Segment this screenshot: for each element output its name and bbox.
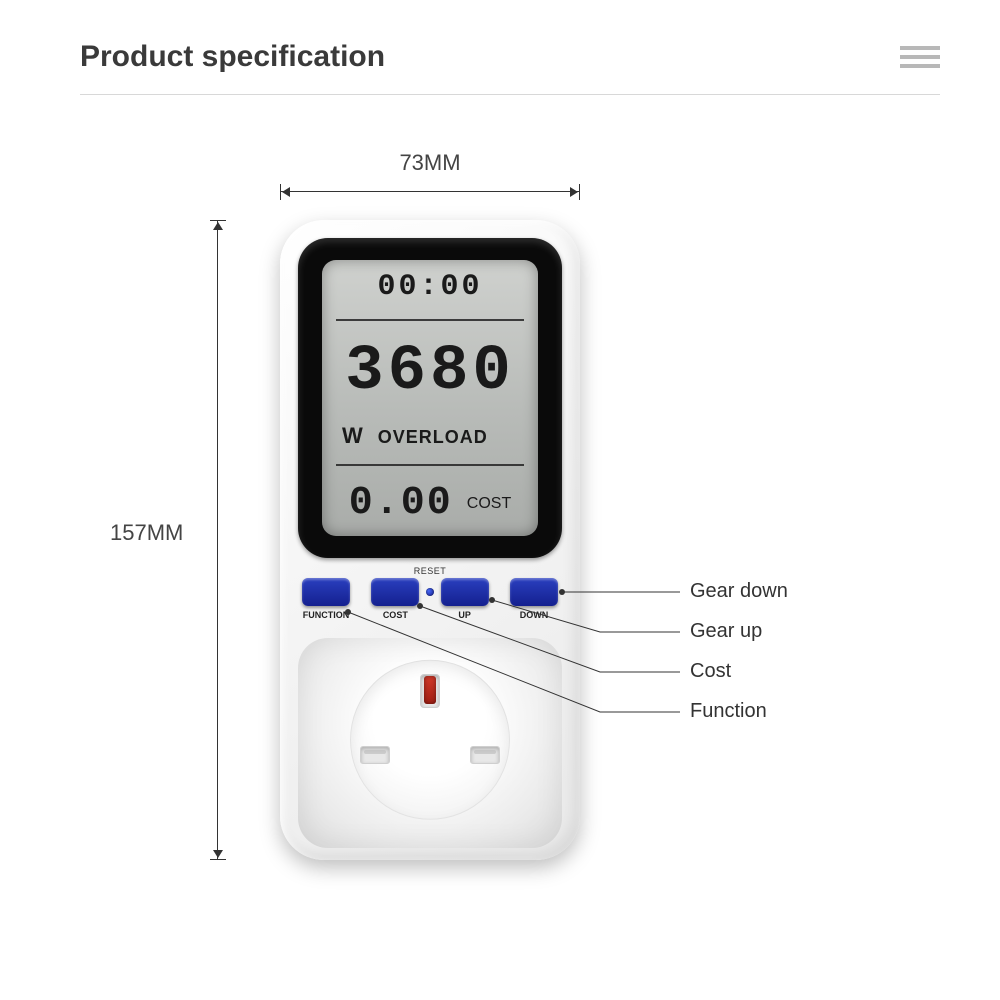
button-down-col: DOWN <box>510 578 558 620</box>
dimension-height-line <box>210 220 226 860</box>
spec-diagram: 73MM 157MM 00:00 3680 W <box>0 120 1000 980</box>
power-meter-device: 00:00 3680 W OVERLOAD 0.00 COST RESET FU… <box>280 220 580 860</box>
dimension-height: 157MM <box>130 220 226 860</box>
button-up-col: UP <box>441 578 489 620</box>
dimension-height-label: 157MM <box>110 520 183 546</box>
function-button[interactable] <box>302 578 350 606</box>
lcd-screen: 00:00 3680 W OVERLOAD 0.00 COST <box>322 260 538 536</box>
reset-label: RESET <box>298 566 562 576</box>
uk-socket <box>298 638 562 848</box>
callout-gear-up: Gear up <box>690 620 762 643</box>
button-row: FUNCTION COST UP DOWN <box>298 578 562 620</box>
dimension-width-line <box>280 184 580 200</box>
page-title: Product specification <box>80 40 385 74</box>
button-cost-col: COST <box>371 578 419 620</box>
lcd-main-value: 3680 <box>336 336 524 408</box>
callout-cost: Cost <box>690 660 731 683</box>
callout-function: Function <box>690 700 767 723</box>
socket-live-slot <box>360 746 390 764</box>
lcd-unit: W <box>342 423 364 449</box>
up-button[interactable] <box>441 578 489 606</box>
header-divider <box>80 94 940 95</box>
button-function-col: FUNCTION <box>302 578 350 620</box>
function-button-label: FUNCTION <box>303 610 350 620</box>
menu-icon[interactable] <box>900 46 940 68</box>
cost-button-label: COST <box>383 610 408 620</box>
lcd-status-row: W OVERLOAD <box>336 423 524 449</box>
socket-shutter <box>424 676 436 704</box>
screen-bezel: 00:00 3680 W OVERLOAD 0.00 COST <box>298 238 562 558</box>
up-button-label: UP <box>458 610 471 620</box>
lcd-cost-value: 0.00 <box>349 481 453 526</box>
socket-neutral-slot <box>470 746 500 764</box>
lcd-separator <box>336 319 524 321</box>
lcd-cost-label: COST <box>467 495 511 513</box>
down-button-label: DOWN <box>520 610 549 620</box>
cost-button[interactable] <box>371 578 419 606</box>
dimension-width: 73MM <box>280 150 580 200</box>
callout-gear-down: Gear down <box>690 580 788 603</box>
lcd-time: 00:00 <box>336 270 524 304</box>
dimension-width-label: 73MM <box>280 150 580 176</box>
reset-pinhole[interactable] <box>426 588 434 596</box>
header: Product specification <box>0 0 1000 94</box>
lcd-separator <box>336 464 524 466</box>
lcd-cost-row: 0.00 COST <box>336 481 524 526</box>
lcd-overload: OVERLOAD <box>378 427 488 448</box>
down-button[interactable] <box>510 578 558 606</box>
